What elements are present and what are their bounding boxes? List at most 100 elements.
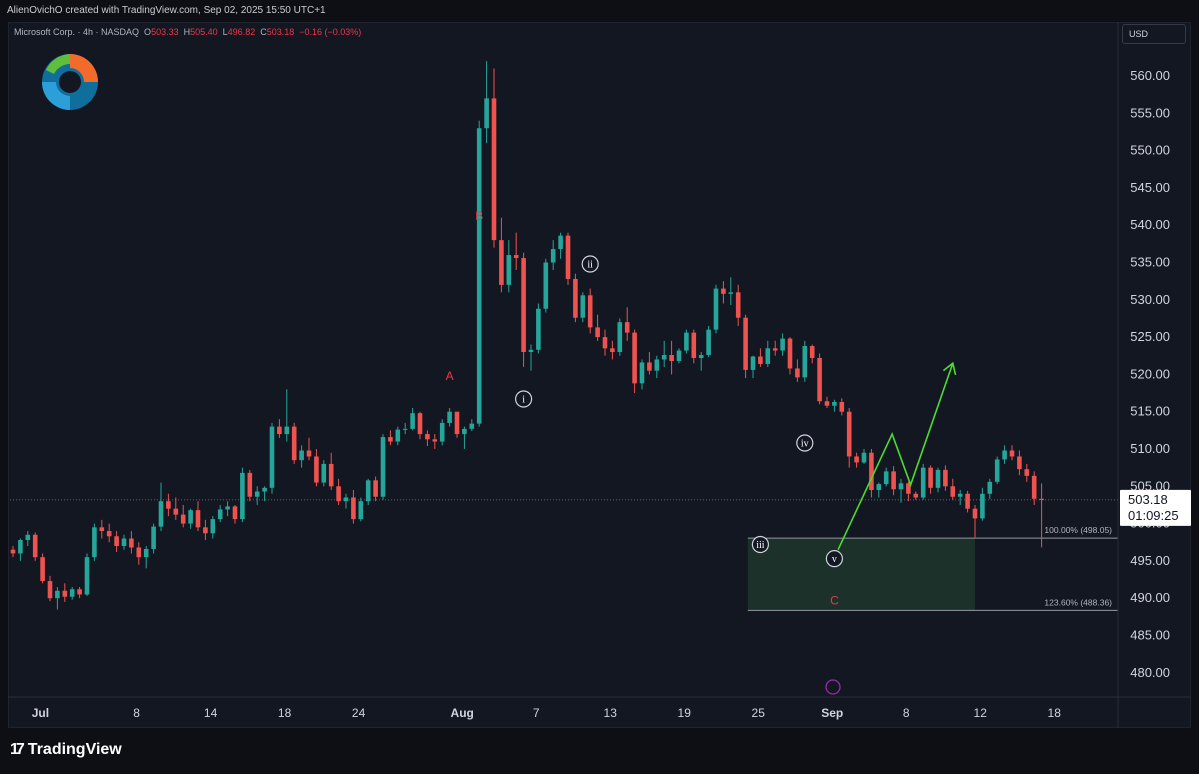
candle-body bbox=[580, 295, 586, 318]
wave-circle bbox=[796, 434, 814, 452]
symbol-legend: Microsoft Corp. · 4h · NASDAQ O503.33 H5… bbox=[14, 27, 361, 37]
candle-body bbox=[750, 356, 756, 370]
candle-body bbox=[721, 288, 726, 294]
time-tick-label: Sep bbox=[821, 706, 843, 720]
candle-body bbox=[957, 493, 963, 497]
price-tag-box bbox=[1120, 489, 1191, 526]
close-value: 503.18 bbox=[266, 27, 295, 37]
candle-body bbox=[321, 463, 327, 483]
candle-body bbox=[861, 452, 867, 463]
wave-label-B: B bbox=[475, 209, 483, 223]
open-value: 503.33 bbox=[151, 27, 179, 37]
wave-label-ii: ii bbox=[587, 259, 593, 270]
high-value: 505.40 bbox=[190, 27, 218, 37]
candle-body bbox=[203, 527, 208, 534]
candle-body bbox=[106, 531, 112, 537]
candle-body bbox=[129, 538, 134, 548]
candle-body bbox=[817, 357, 822, 402]
candle-body bbox=[62, 590, 68, 597]
candle-body bbox=[388, 437, 393, 442]
candle-body bbox=[32, 534, 38, 558]
candle-body bbox=[247, 472, 253, 497]
candle-body bbox=[277, 426, 282, 435]
candle-body bbox=[284, 426, 290, 435]
time-tick-label: 18 bbox=[278, 706, 292, 720]
candle-body bbox=[928, 467, 933, 488]
candle-body bbox=[839, 402, 845, 412]
candle-body bbox=[513, 255, 519, 259]
price-tick-label: 510.00 bbox=[1130, 441, 1170, 456]
candle-body bbox=[77, 589, 82, 595]
candle-body bbox=[832, 402, 837, 406]
earnings-event-icon bbox=[825, 679, 841, 695]
candle-body bbox=[758, 356, 763, 364]
candle-body bbox=[484, 98, 489, 129]
candle-body bbox=[143, 548, 149, 558]
symbol-name: Microsoft Corp. · 4h · NASDAQ bbox=[14, 27, 140, 37]
projection-arrowhead bbox=[942, 361, 957, 376]
tradingview-brand-text: TradingView bbox=[27, 741, 122, 758]
candle-body bbox=[395, 429, 401, 442]
candle-body bbox=[602, 337, 608, 349]
price-tag-countdown: 01:09:25 bbox=[1128, 508, 1179, 523]
candle-body bbox=[173, 508, 179, 515]
candle-body bbox=[550, 249, 556, 263]
candle-body bbox=[994, 459, 1000, 482]
price-tick-label: 480.00 bbox=[1130, 665, 1170, 680]
attribution-bar: AlienOvichO created with TradingView.com… bbox=[0, 0, 1199, 22]
candle-body bbox=[336, 486, 341, 502]
fib-target-zone bbox=[747, 538, 975, 611]
candle-body bbox=[25, 534, 31, 541]
candle-body bbox=[1017, 456, 1022, 470]
price-tick-label: 490.00 bbox=[1130, 590, 1170, 605]
candle-body bbox=[891, 471, 896, 490]
candle-body bbox=[291, 426, 297, 461]
candle-body bbox=[980, 493, 985, 519]
currency-button[interactable]: USD bbox=[1122, 24, 1186, 44]
time-tick-label: 24 bbox=[352, 706, 366, 720]
price-tick-label: 555.00 bbox=[1130, 105, 1170, 120]
candle-body bbox=[684, 332, 689, 351]
price-tick-label: 535.00 bbox=[1130, 255, 1170, 270]
candle-body bbox=[314, 456, 319, 483]
candle-body bbox=[906, 483, 911, 494]
candle-body bbox=[1031, 475, 1037, 499]
candle-body bbox=[225, 506, 230, 510]
candle-body bbox=[84, 557, 90, 595]
candle-body bbox=[735, 292, 741, 318]
candle-body bbox=[965, 493, 970, 509]
candle-body bbox=[950, 486, 956, 497]
candle-body bbox=[188, 510, 193, 524]
time-tick-label: 12 bbox=[974, 706, 988, 720]
candle-body bbox=[92, 527, 97, 558]
wave-label-A: A bbox=[446, 369, 454, 383]
candle-body bbox=[558, 235, 563, 250]
candle-body bbox=[506, 255, 512, 285]
candle-body bbox=[647, 362, 652, 371]
high-label: H bbox=[183, 27, 191, 37]
time-tick-label: 19 bbox=[678, 706, 692, 720]
candle-body bbox=[40, 557, 45, 582]
candle-body bbox=[358, 501, 364, 520]
candle-body bbox=[913, 493, 919, 498]
candle-body bbox=[410, 413, 415, 429]
candle-body bbox=[795, 368, 800, 378]
candle-body bbox=[47, 581, 53, 599]
tradingview-logo[interactable]: 17 TradingView bbox=[10, 741, 122, 759]
candle-body bbox=[136, 547, 142, 558]
candle-body bbox=[462, 428, 467, 435]
time-tick-label: 14 bbox=[204, 706, 218, 720]
candle-body bbox=[632, 332, 637, 384]
wave-label-v: v bbox=[832, 554, 837, 565]
price-tick-label: 515.00 bbox=[1130, 404, 1170, 419]
candle-body bbox=[713, 288, 719, 330]
close-label: C bbox=[260, 27, 267, 37]
candle-body bbox=[1024, 469, 1030, 476]
candle-body bbox=[447, 411, 452, 423]
candle-body bbox=[521, 258, 526, 353]
candle-body bbox=[624, 322, 630, 333]
candle-body bbox=[417, 413, 423, 435]
candle-body bbox=[254, 491, 260, 497]
